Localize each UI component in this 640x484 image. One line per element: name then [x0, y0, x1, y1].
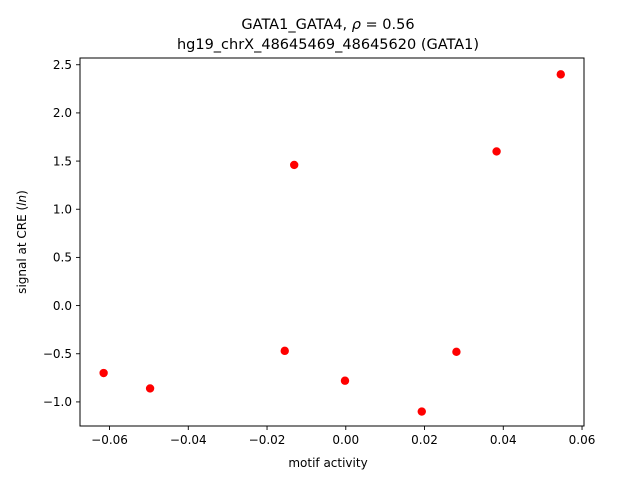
x-tick-label: 0.04 — [490, 433, 517, 447]
chart-subtitle: hg19_chrX_48645469_48645620 (GATA1) — [177, 37, 479, 53]
x-tick-label: 0.00 — [332, 433, 359, 447]
x-tick-label: −0.02 — [249, 433, 286, 447]
y-tick-label: −0.5 — [43, 347, 72, 361]
x-axis-label: motif activity — [288, 456, 367, 470]
data-point — [145, 384, 155, 393]
y-tick-label: 2.5 — [53, 58, 72, 72]
data-point — [556, 70, 565, 79]
data-point — [280, 346, 289, 356]
x-tick-label: 0.06 — [569, 433, 596, 447]
data-point — [290, 160, 299, 170]
plot-area — [79, 57, 585, 427]
data-point — [340, 376, 350, 385]
data-point — [452, 347, 461, 357]
y-axis-label: signal at CRE (ln) — [15, 190, 29, 294]
y-axis-ticks: −1.0 −0.5 0.0 0.5 1.0 1.5 2.0 2.5 — [43, 58, 80, 409]
x-tick-label: −0.06 — [91, 433, 128, 447]
x-tick-label: −0.04 — [170, 433, 207, 447]
y-tick-label: −1.0 — [43, 395, 72, 409]
y-tick-label: 2.0 — [53, 106, 72, 120]
y-tick-label: 0.0 — [53, 299, 72, 313]
data-point — [492, 147, 501, 156]
y-tick-label: 0.5 — [53, 251, 72, 265]
axes-frame — [79, 57, 585, 427]
data-point — [417, 407, 426, 416]
chart-title: GATA1_GATA4, ρ = 0.56 — [241, 17, 414, 33]
y-tick-label: 1.0 — [53, 202, 72, 216]
y-tick-label: 1.5 — [53, 154, 72, 168]
data-point — [99, 368, 108, 378]
x-axis-ticks: −0.06 −0.04 −0.02 0.00 0.02 0.04 0.06 — [91, 426, 595, 447]
x-tick-label: 0.02 — [411, 433, 438, 447]
